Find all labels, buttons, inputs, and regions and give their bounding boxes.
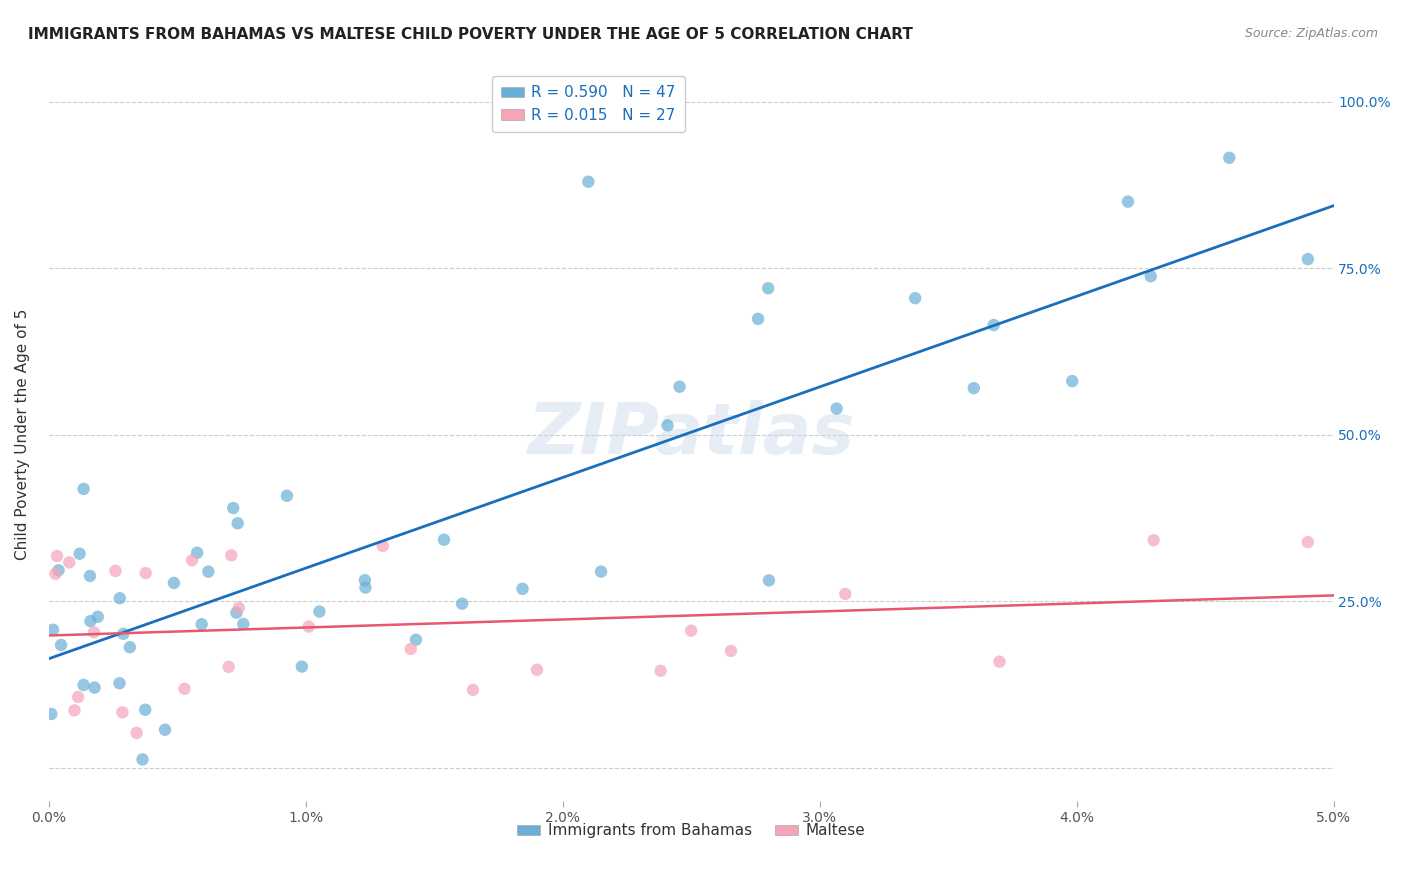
Point [825, 401, 848, 416]
Point [1139, 269, 1161, 284]
Point [371, 539, 394, 553]
Point [218, 660, 240, 674]
Point [153, 723, 176, 737]
Text: IMMIGRANTS FROM BAHAMAS VS MALTESE CHILD POVERTY UNDER THE AGE OF 5 CORRELATION : IMMIGRANTS FROM BAHAMAS VS MALTESE CHILD… [28, 27, 912, 42]
Legend: Immigrants from Bahamas, Maltese: Immigrants from Bahamas, Maltese [510, 817, 872, 845]
Point [963, 381, 986, 395]
Point [108, 676, 131, 690]
Point [83, 681, 105, 695]
Point [668, 380, 690, 394]
Point [983, 318, 1005, 332]
Point [988, 655, 1011, 669]
Y-axis label: Child Poverty Under the Age of 5: Child Poverty Under the Age of 5 [15, 309, 30, 560]
Point [298, 619, 321, 633]
Point [118, 640, 141, 655]
Point [41, 706, 63, 721]
Point [526, 663, 548, 677]
Point [1062, 374, 1084, 388]
Point [225, 606, 247, 620]
Text: ZIPatlas: ZIPatlas [527, 401, 855, 469]
Point [461, 682, 484, 697]
Point [399, 642, 422, 657]
Point [108, 591, 131, 606]
Point [163, 576, 186, 591]
Point [681, 624, 703, 638]
Point [589, 565, 612, 579]
Point [226, 516, 249, 531]
Point [104, 564, 127, 578]
Point [111, 706, 134, 720]
Point [512, 582, 534, 596]
Point [63, 703, 86, 717]
Point [291, 659, 314, 673]
Point [433, 533, 456, 547]
Point [747, 311, 769, 326]
Point [190, 617, 212, 632]
Point [904, 291, 927, 305]
Point [48, 563, 70, 577]
Point [1116, 194, 1139, 209]
Point [232, 617, 254, 632]
Point [42, 623, 65, 637]
Point [72, 482, 94, 496]
Point [720, 644, 742, 658]
Point [112, 627, 135, 641]
Point [67, 690, 90, 704]
Point [1296, 252, 1319, 267]
Point [354, 581, 377, 595]
Point [834, 587, 856, 601]
Point [83, 625, 105, 640]
Point [49, 638, 72, 652]
Point [72, 678, 94, 692]
Point [87, 609, 110, 624]
Point [44, 566, 66, 581]
Point [451, 597, 474, 611]
Point [69, 547, 91, 561]
Point [1296, 535, 1319, 549]
Point [756, 281, 779, 295]
Point [228, 600, 250, 615]
Point [276, 489, 298, 503]
Point [758, 574, 780, 588]
Point [650, 664, 672, 678]
Point [131, 752, 153, 766]
Point [354, 573, 377, 587]
Point [125, 726, 148, 740]
Point [79, 569, 101, 583]
Point [58, 555, 80, 569]
Point [1218, 151, 1240, 165]
Point [186, 546, 208, 560]
Point [308, 605, 330, 619]
Point [173, 681, 195, 696]
Point [181, 553, 204, 567]
Point [46, 549, 69, 563]
Point [135, 566, 157, 580]
Point [1143, 533, 1166, 548]
Point [79, 614, 101, 628]
Point [197, 565, 219, 579]
Point [134, 703, 156, 717]
Point [405, 632, 427, 647]
Point [657, 418, 679, 433]
Text: Source: ZipAtlas.com: Source: ZipAtlas.com [1244, 27, 1378, 40]
Point [221, 549, 243, 563]
Point [222, 501, 245, 516]
Point [576, 175, 599, 189]
